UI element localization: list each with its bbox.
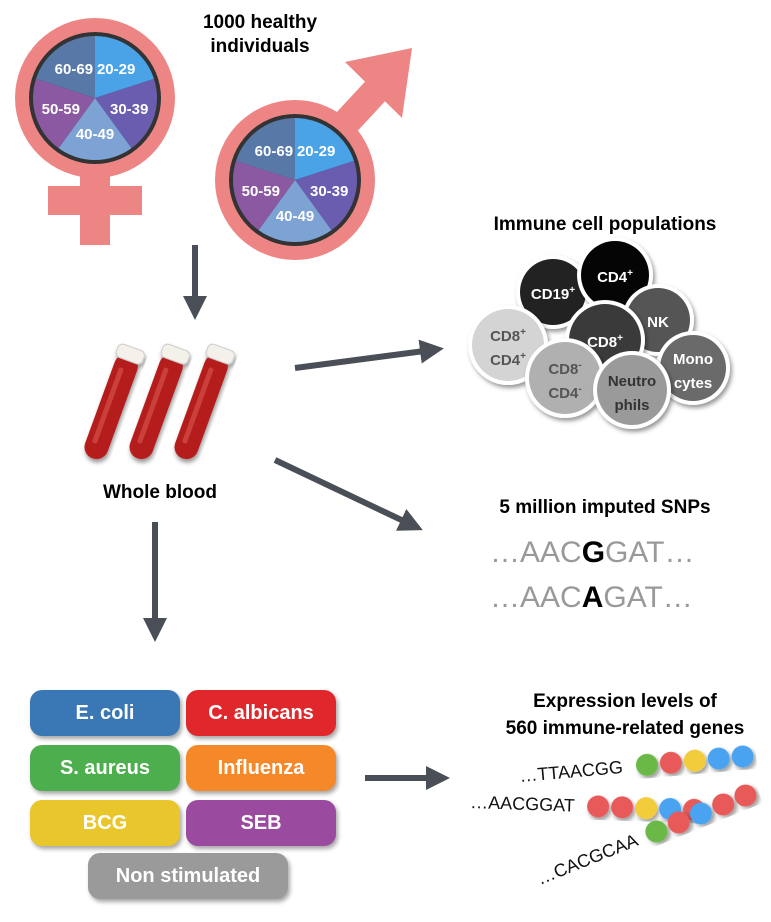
female-symbol: 20-29 30-39 40-49 50-59 60-69: [15, 18, 175, 245]
pie-slice-30-39: [295, 160, 357, 231]
gene-sequence: …AACGGAT: [470, 792, 575, 816]
cell-cd19: CD19+: [516, 255, 590, 329]
expression-dot: [635, 797, 658, 820]
arrow-to-snps: [273, 457, 423, 531]
expression-dot: [734, 784, 757, 807]
cell-label: CD19+: [531, 285, 575, 303]
age-label: 40-49: [76, 126, 114, 143]
cell-label: Mono: [673, 351, 713, 368]
age-label: 40-49: [276, 208, 314, 225]
age-label: 30-39: [310, 183, 348, 200]
stimulus-bcg: BCG: [30, 800, 180, 846]
snp-sequence-1: …AACGGAT…: [490, 536, 694, 569]
snp-sequence-2: …AACAGAT…: [490, 581, 693, 614]
stimulus-influenza: Influenza: [186, 745, 336, 791]
immune-title: Immune cell populations: [494, 214, 717, 235]
pie-slice-60-69: [236, 118, 295, 180]
cell-label: CD8+: [587, 333, 623, 351]
pie-slice-20-29: [95, 36, 154, 98]
arrows: [143, 245, 450, 790]
cell-cd8cd4: CD8- CD4-: [525, 338, 605, 418]
blood-tube: [84, 343, 145, 460]
cell-label: Neutro: [608, 373, 656, 390]
pie-slice-20-29: [295, 118, 354, 180]
age-label: 30-39: [110, 101, 148, 118]
expression-row: …AACGGAT: [470, 792, 706, 821]
expression-dot: [683, 749, 706, 772]
age-label: 20-29: [297, 143, 335, 160]
male-age-pie: 20-29 30-39 40-49 50-59 60-69: [229, 114, 361, 246]
age-label: 20-29: [97, 61, 135, 78]
pie-slice-40-49: [258, 180, 332, 242]
expression-dot: [712, 793, 735, 816]
pie-slice-40-49: [58, 98, 132, 161]
gene-sequence: …CACGCAA: [534, 830, 641, 889]
female-cross-horizontal: [48, 186, 142, 215]
stimulus-c-albicans: C. albicans: [186, 690, 336, 736]
expression-dot: [659, 751, 682, 774]
expression-title-line1: Expression levels of: [533, 691, 717, 712]
expression-dot: [645, 820, 668, 843]
arrow-to-immune: [294, 339, 444, 371]
female-age-pie: 20-29 30-39 40-49 50-59 60-69: [29, 32, 161, 164]
cell-label: phils: [614, 397, 649, 414]
cohort-title-line2: individuals: [210, 36, 309, 57]
expression-dot: [731, 745, 754, 768]
expression-dot: [611, 796, 634, 819]
cell-neutrophils: Neutro phils: [593, 351, 671, 429]
immune-cells: CD19+ CD4+ NK CD8+ CD4+ CD8+ Mono cytes CD8- CD4-…: [468, 237, 730, 429]
pie-slice-30-39: [95, 78, 157, 149]
gene-sequence: …TTAACGG: [519, 757, 624, 786]
blood-tube: [174, 343, 235, 460]
stimulus-non-stimulated: Non stimulated: [88, 853, 288, 899]
expression-row: …TTAACGG: [519, 745, 754, 786]
pie-slice-50-59: [33, 78, 95, 149]
expression-dot: [707, 747, 730, 770]
age-label: 60-69: [55, 61, 93, 78]
blood-tube: [129, 343, 190, 460]
blood-label: Whole blood: [103, 482, 217, 503]
cell-monocytes: Mono cytes: [656, 331, 730, 405]
age-label: 50-59: [42, 101, 80, 118]
stimulus-e-coli: E. coli: [30, 690, 180, 736]
expression-dot: [587, 795, 610, 818]
snps-title: 5 million imputed SNPs: [499, 497, 710, 518]
stimulus-seb: SEB: [186, 800, 336, 846]
stimulus-s-aureus: S. aureus: [30, 745, 180, 791]
pie-slice-50-59: [233, 160, 295, 231]
cell-label: CD8-: [548, 360, 581, 378]
cell-label: CD8+: [490, 327, 526, 345]
expression-dot: [667, 811, 690, 834]
age-label: 50-59: [242, 183, 280, 200]
cell-label: CD4-: [548, 384, 581, 402]
male-symbol: 20-29 30-39 40-49 50-59 60-69: [215, 48, 412, 260]
pie-slice-60-69: [36, 36, 95, 98]
cell-label: CD4+: [597, 268, 633, 286]
cohort-title-line1: 1000 healthy: [203, 12, 317, 33]
cell-label: CD4+: [490, 351, 526, 369]
cell-label: cytes: [674, 375, 712, 392]
male-arrow-head: [345, 48, 412, 118]
blood-tubes: [84, 343, 235, 460]
expression-dot: [635, 753, 658, 776]
expression-rows: …TTAACGG …AACGGAT …CACGCAA: [470, 745, 757, 889]
age-label: 60-69: [255, 143, 293, 160]
cell-cd4: CD4+: [577, 237, 653, 313]
expression-title-line2: 560 immune-related genes: [506, 718, 745, 739]
cell-label: NK: [647, 314, 669, 331]
expression-dot: [689, 802, 712, 825]
